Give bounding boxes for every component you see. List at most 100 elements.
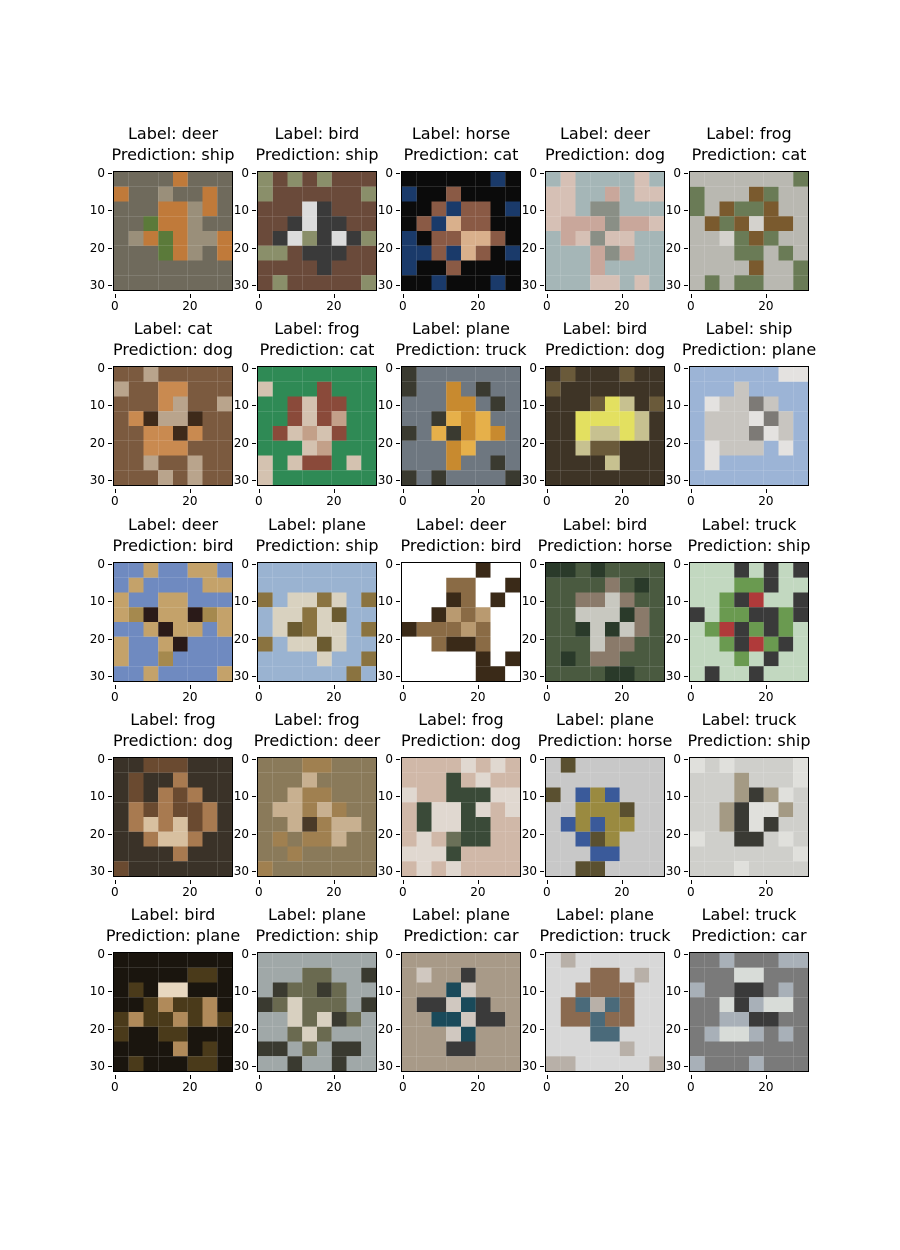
prediction-text: Prediction: cat — [691, 145, 807, 164]
y-tick-label: 0 — [659, 362, 688, 374]
y-tick-label: 20 — [83, 242, 112, 254]
y-tick-label: 20 — [659, 242, 688, 254]
panel-0-4: Label: frog Prediction: cat 0 10 20 30 0 20 — [666, 123, 829, 323]
panel-title: Label: plane Prediction: horse — [525, 709, 685, 751]
label-text: Label: deer — [415, 515, 507, 534]
x-tick-label: 0 — [388, 685, 418, 703]
pixel-grid — [114, 367, 232, 485]
x-tick-label: 0 — [388, 880, 418, 898]
y-tick-label: 0 — [659, 753, 688, 765]
panel-1-1: Label: frog Prediction: cat 0 10 20 30 0 20 — [234, 318, 397, 518]
x-tick-label: 0 — [676, 294, 706, 312]
panel-title: Label: horse Prediction: cat — [381, 123, 541, 165]
panel-4-0: Label: bird Prediction: plane 0 10 20 30 0 20 — [90, 904, 253, 1104]
x-tick-label: 20 — [607, 294, 637, 312]
y-tick-label: 0 — [515, 167, 544, 179]
y-tick-label: 20 — [515, 437, 544, 449]
y-tick-label: 20 — [659, 1023, 688, 1035]
x-tick-label: 20 — [175, 880, 205, 898]
x-tick-label: 20 — [607, 880, 637, 898]
y-tick-label: 20 — [659, 437, 688, 449]
sample-image — [113, 952, 233, 1072]
panel-title: Label: plane Prediction: truck — [525, 904, 685, 946]
y-tick-label: 10 — [371, 595, 400, 607]
pixel-grid — [546, 758, 664, 876]
y-tick-label: 0 — [371, 167, 400, 179]
prediction-text: Prediction: horse — [537, 536, 673, 555]
y-tick-label: 20 — [659, 633, 688, 645]
panel-3-4: Label: truck Prediction: ship 0 10 20 30 0 20 — [666, 709, 829, 909]
sample-image — [689, 952, 809, 1072]
y-tick-label: 0 — [659, 948, 688, 960]
x-tick-label: 20 — [463, 1075, 493, 1093]
x-tick-label: 20 — [319, 1075, 349, 1093]
y-tick-label: 0 — [83, 753, 112, 765]
panel-title: Label: bird Prediction: dog — [525, 318, 685, 360]
sample-image — [545, 562, 665, 682]
sample-image — [401, 171, 521, 291]
y-tick-label: 30 — [83, 474, 112, 486]
label-text: Label: plane — [411, 319, 511, 338]
pixel-grid — [546, 367, 664, 485]
panel-title: Label: frog Prediction: dog — [381, 709, 541, 751]
x-tick-label: 20 — [751, 685, 781, 703]
y-tick-label: 10 — [83, 595, 112, 607]
label-text: Label: frog — [706, 124, 792, 143]
sample-image — [689, 171, 809, 291]
y-tick-label: 10 — [659, 985, 688, 997]
prediction-text: Prediction: cat — [259, 340, 375, 359]
y-tick-label: 10 — [659, 204, 688, 216]
x-tick-label: 20 — [751, 1075, 781, 1093]
y-tick-label: 20 — [83, 1023, 112, 1035]
y-tick-label: 20 — [371, 828, 400, 840]
label-text: Label: plane — [267, 515, 367, 534]
pixel-grid — [114, 758, 232, 876]
x-tick-label: 20 — [319, 294, 349, 312]
pixel-grid — [546, 172, 664, 290]
label-text: Label: truck — [701, 905, 797, 924]
pixel-grid — [690, 563, 808, 681]
y-tick-label: 30 — [371, 1060, 400, 1072]
prediction-text: Prediction: ship — [255, 145, 379, 164]
panel-1-2: Label: plane Prediction: truck 0 10 20 30 0 20 — [378, 318, 541, 518]
panel-title: Label: bird Prediction: plane — [93, 904, 253, 946]
sample-image — [545, 757, 665, 877]
y-tick-label: 10 — [83, 790, 112, 802]
pixel-grid — [114, 563, 232, 681]
sample-image — [257, 952, 377, 1072]
sample-image — [257, 757, 377, 877]
prediction-text: Prediction: deer — [253, 731, 381, 750]
y-tick-label: 10 — [659, 595, 688, 607]
label-text: Label: horse — [411, 124, 511, 143]
panel-title: Label: frog Prediction: deer — [237, 709, 397, 751]
sample-image — [257, 366, 377, 486]
y-tick-label: 0 — [83, 167, 112, 179]
y-tick-label: 0 — [371, 362, 400, 374]
prediction-text: Prediction: truck — [539, 926, 671, 945]
x-tick-label: 0 — [244, 294, 274, 312]
prediction-text: Prediction: car — [403, 926, 519, 945]
pixel-grid — [258, 563, 376, 681]
sample-image — [257, 562, 377, 682]
y-tick-label: 20 — [227, 828, 256, 840]
x-tick-label: 0 — [532, 294, 562, 312]
x-tick-label: 0 — [100, 880, 130, 898]
panel-title: Label: deer Prediction: ship — [93, 123, 253, 165]
y-tick-label: 30 — [227, 1060, 256, 1072]
label-text: Label: truck — [701, 710, 797, 729]
prediction-text: Prediction: dog — [112, 731, 234, 750]
prediction-text: Prediction: dog — [112, 340, 234, 359]
panel-1-4: Label: ship Prediction: plane 0 10 20 30 0 20 — [666, 318, 829, 518]
y-tick-label: 10 — [515, 985, 544, 997]
x-tick-label: 20 — [175, 685, 205, 703]
panel-1-0: Label: cat Prediction: dog 0 10 20 30 0 20 — [90, 318, 253, 518]
sample-image — [689, 562, 809, 682]
label-text: Label: deer — [127, 515, 219, 534]
y-tick-label: 30 — [515, 1060, 544, 1072]
x-tick-label: 20 — [319, 489, 349, 507]
x-tick-label: 0 — [532, 685, 562, 703]
label-text: Label: bird — [562, 515, 648, 534]
panel-title: Label: truck Prediction: car — [669, 904, 829, 946]
sample-image — [257, 171, 377, 291]
sample-image — [545, 366, 665, 486]
